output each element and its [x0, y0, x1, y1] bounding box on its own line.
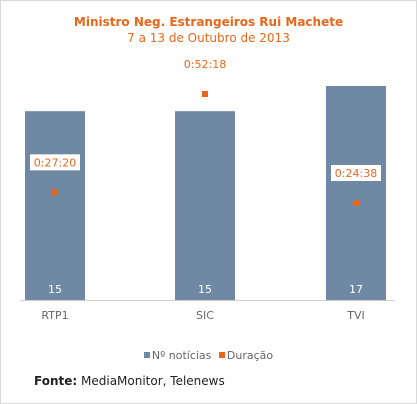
duration-point-sic[interactable] [202, 91, 208, 97]
bar-count-label-rtp1: 15 [48, 283, 62, 296]
x-tick-label-sic: SIC [196, 309, 214, 322]
source-note: Fonte: MediaMonitor, Telenews [34, 374, 225, 388]
chart-subtitle: 7 a 13 de Outubro de 2013 [127, 31, 290, 45]
source-label: Fonte: [34, 374, 78, 388]
chart-legend: Nº notícias Duração [0, 348, 417, 362]
duration-label-rtp1: 0:27:20 [34, 156, 76, 169]
duration-label-tvi: 0:24:38 [335, 167, 377, 180]
bar-count-label-sic: 15 [198, 283, 212, 296]
source-text: MediaMonitor, Telenews [81, 374, 225, 388]
x-tick-label-tvi: TVI [346, 309, 365, 322]
duration-label-box-rtp1 [30, 154, 80, 171]
duration-label-sic: 0:52:18 [184, 58, 226, 71]
duration-point-rtp1[interactable] [52, 189, 58, 196]
legend-label-duracao: Duração [226, 348, 274, 362]
duration-point-tvi[interactable] [353, 199, 359, 206]
bar-count-label-tvi: 17 [349, 283, 363, 296]
legend-label-noticias: Nº notícias [151, 348, 212, 362]
duration-label-box-sic [180, 56, 230, 72]
x-tick-label-rtp1: RTP1 [41, 309, 68, 322]
legend-swatch-duracao [218, 352, 225, 358]
bar-rtp1[interactable] [25, 111, 85, 300]
bar-tvi[interactable] [326, 86, 386, 300]
legend-item-duracao[interactable]: Duração [218, 348, 274, 362]
bar-sic[interactable] [175, 111, 235, 300]
legend-swatch-noticias [143, 352, 150, 358]
duration-label-box-tvi [331, 164, 381, 181]
legend-item-noticias[interactable]: Nº notícias [143, 348, 212, 362]
chart-title: Ministro Neg. Estrangeiros Rui Machete [73, 15, 344, 29]
